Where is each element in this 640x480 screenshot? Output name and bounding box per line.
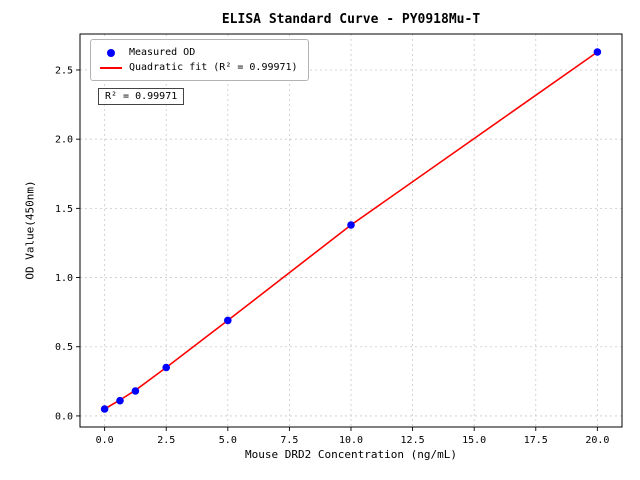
legend-label-measured-od: Measured OD <box>129 47 196 58</box>
x-axis-label: Mouse DRD2 Concentration (ng/mL) <box>245 448 457 461</box>
y-tick-label: 2.0 <box>55 135 73 146</box>
r-squared-annotation: R² = 0.99971 <box>98 88 185 105</box>
data-point <box>162 363 170 372</box>
legend-item-quadratic-fit: Quadratic fit (R² = 0.99971) <box>99 60 298 75</box>
y-axis-label: OD Value(450nm) <box>23 180 37 280</box>
x-tick-label: 12.5 <box>401 435 425 446</box>
legend-swatch <box>99 48 123 57</box>
data-point <box>100 405 109 413</box>
legend-item-measured-od: Measured OD <box>99 45 298 60</box>
x-tick-label: 5.0 <box>219 435 237 446</box>
x-tick-label: 0.0 <box>96 435 114 446</box>
data-point <box>347 221 355 229</box>
data-point <box>131 387 140 395</box>
y-tick-label: 0.0 <box>55 411 73 422</box>
legend-swatch <box>99 66 123 69</box>
x-tick-label: 2.5 <box>157 435 175 446</box>
y-tick-label: 2.5 <box>55 65 73 76</box>
x-tick-label: 10.0 <box>339 435 363 446</box>
x-tick-label: 15.0 <box>462 435 486 446</box>
data-point <box>116 396 124 405</box>
y-tick-label: 1.5 <box>55 204 73 215</box>
y-tick-label: 1.0 <box>55 273 73 284</box>
x-tick-label: 7.5 <box>280 435 298 446</box>
chart-title: ELISA Standard Curve - PY0918Mu-T <box>221 12 481 27</box>
scatter-marker-icon <box>107 48 115 57</box>
line-marker-icon <box>100 66 122 69</box>
data-point <box>224 316 232 325</box>
x-tick-label: 17.5 <box>524 435 548 446</box>
data-point <box>593 48 602 56</box>
y-tick-label: 0.5 <box>55 342 73 353</box>
legend-label-quadratic-fit: Quadratic fit (R² = 0.99971) <box>129 62 298 73</box>
legend: Measured OD Quadratic fit (R² = 0.99971) <box>90 39 309 81</box>
x-tick-label: 20.0 <box>585 435 609 446</box>
